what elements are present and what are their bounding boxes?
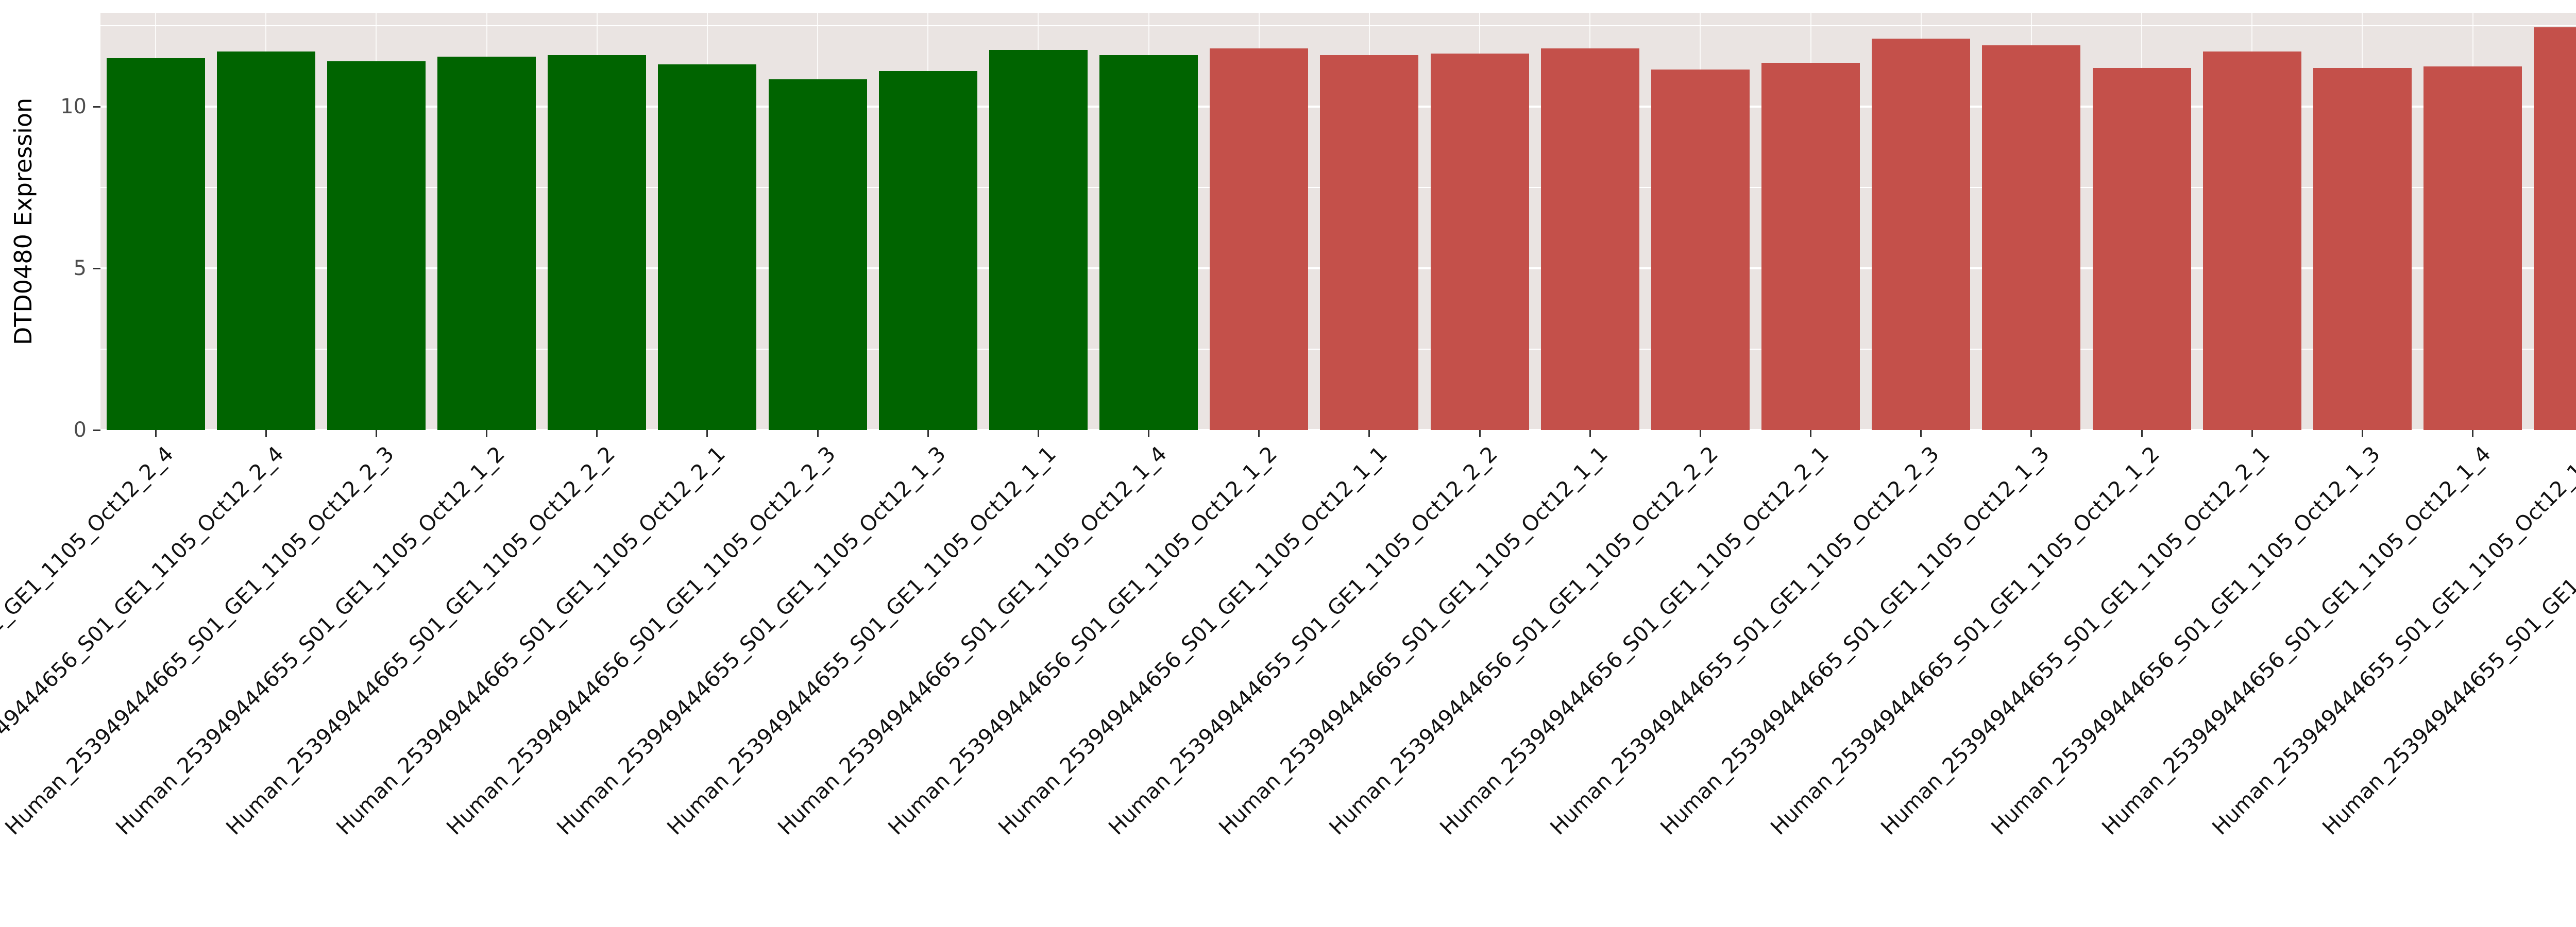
y-tick-label: 0 [73,418,87,442]
x-tick-mark [486,430,488,437]
plot-panel [100,13,2576,430]
x-tick-mark [2141,430,2143,437]
bar-red [1430,53,1529,430]
bar-red [1982,45,2081,430]
x-tick-mark [1148,430,1150,437]
x-tick-mark [927,430,929,437]
bar-red [1872,39,1971,430]
bar-red [2313,67,2412,430]
bar-red [1320,55,1419,430]
bar-green [216,52,315,430]
x-tick-mark [1920,430,1922,437]
bar-red [1761,63,1860,430]
bar-red [2092,67,2191,430]
x-tick-mark [375,430,377,437]
x-tick-mark [596,430,598,437]
y-axis-title: DTD0480 Expression [9,97,37,346]
bar-red [2424,66,2522,430]
bar-red [1540,48,1639,430]
x-tick-mark [265,430,267,437]
y-tick-label: 10 [60,95,87,119]
bar-green [658,64,757,430]
y-tick-mark [93,267,100,269]
x-tick-mark [155,430,157,437]
x-tick-mark [2030,430,2032,437]
bar-red [2202,52,2301,430]
minor-gridline [100,25,2576,27]
y-tick-mark [93,106,100,108]
bar-red [1210,48,1309,430]
bar-red [2534,27,2576,430]
bar-green [437,56,536,430]
x-tick-mark [1589,430,1591,437]
x-tick-mark [1368,430,1370,437]
bar-green [768,79,867,430]
x-tick-mark [1037,430,1039,437]
x-tick-mark [2361,430,2363,437]
y-tick-mark [93,429,100,431]
bar-green [548,55,647,430]
bar-green [1099,55,1198,430]
x-tick-mark [2251,430,2253,437]
x-tick-mark [1810,430,1812,437]
bar-green [327,61,426,430]
x-tick-mark [1479,430,1481,437]
y-tick-label: 5 [73,256,87,281]
x-tick-mark [817,430,819,437]
bar-green [989,50,1088,430]
bar-green [106,58,205,430]
bar-green [878,71,977,430]
x-tick-mark [1258,430,1260,437]
x-tick-mark [2472,430,2474,437]
bar-red [1651,69,1750,430]
x-tick-mark [1699,430,1701,437]
x-tick-mark [706,430,708,437]
